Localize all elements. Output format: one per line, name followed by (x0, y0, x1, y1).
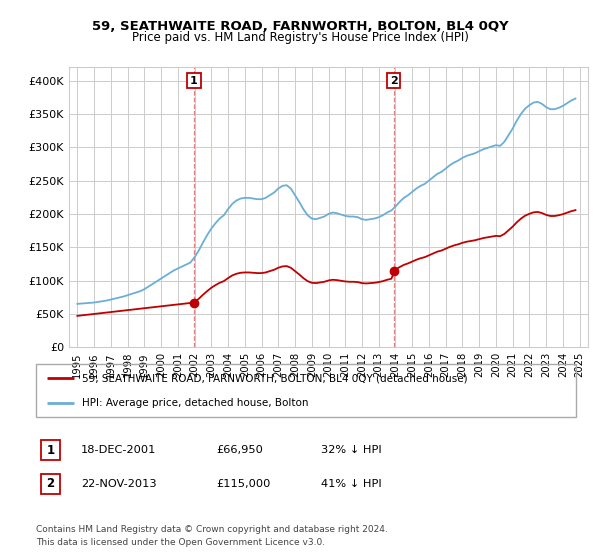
Text: HPI: Average price, detached house, Bolton: HPI: Average price, detached house, Bolt… (82, 398, 308, 408)
Text: 59, SEATHWAITE ROAD, FARNWORTH, BOLTON, BL4 0QY (detached house): 59, SEATHWAITE ROAD, FARNWORTH, BOLTON, … (82, 374, 467, 384)
Text: Contains HM Land Registry data © Crown copyright and database right 2024.: Contains HM Land Registry data © Crown c… (36, 525, 388, 534)
Text: 2: 2 (46, 477, 55, 491)
Text: £115,000: £115,000 (216, 479, 271, 489)
Text: 59, SEATHWAITE ROAD, FARNWORTH, BOLTON, BL4 0QY: 59, SEATHWAITE ROAD, FARNWORTH, BOLTON, … (92, 20, 508, 32)
Text: 1: 1 (46, 444, 55, 457)
Text: 22-NOV-2013: 22-NOV-2013 (81, 479, 157, 489)
Text: 41% ↓ HPI: 41% ↓ HPI (321, 479, 382, 489)
Text: 32% ↓ HPI: 32% ↓ HPI (321, 445, 382, 455)
Text: 1: 1 (190, 76, 198, 86)
Text: 18-DEC-2001: 18-DEC-2001 (81, 445, 157, 455)
Bar (41, 440, 60, 460)
Text: 2: 2 (390, 76, 398, 86)
Text: Price paid vs. HM Land Registry's House Price Index (HPI): Price paid vs. HM Land Registry's House … (131, 31, 469, 44)
Bar (41, 474, 60, 494)
Text: £66,950: £66,950 (216, 445, 263, 455)
Text: This data is licensed under the Open Government Licence v3.0.: This data is licensed under the Open Gov… (36, 538, 325, 547)
